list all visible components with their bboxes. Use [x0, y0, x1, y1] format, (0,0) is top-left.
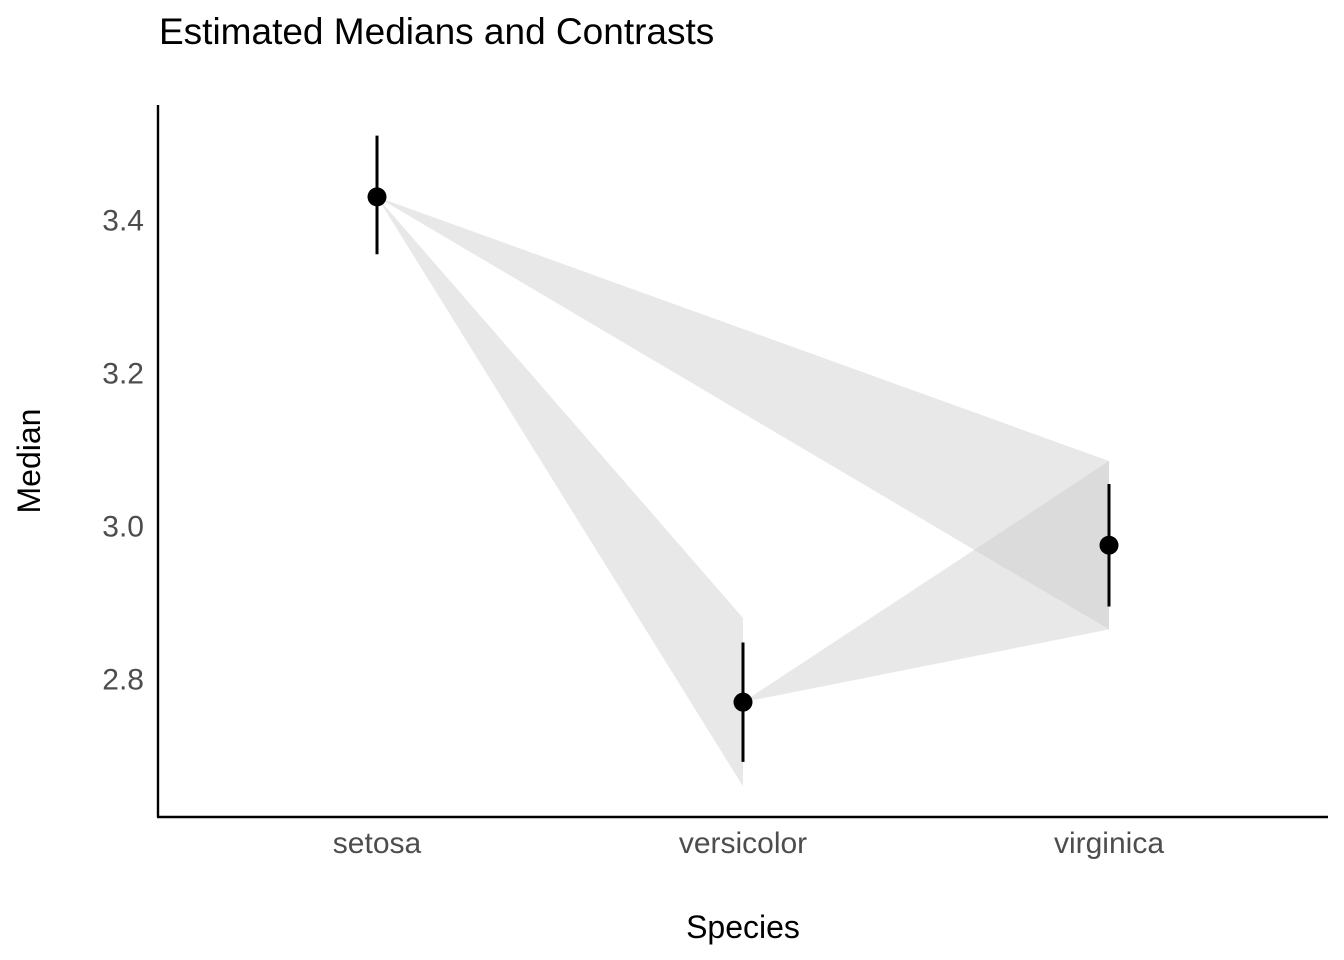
x-axis-ticks: setosa versicolor virginica	[333, 827, 1165, 860]
x-tick-label-virginica: virginica	[1054, 827, 1164, 860]
x-tick-label-setosa: setosa	[333, 827, 422, 860]
contrast-band-setosa-virginica	[377, 196, 1109, 630]
y-axis-title: Median	[11, 409, 47, 514]
chart-title: Estimated Medians and Contrasts	[159, 11, 714, 52]
x-axis-title: Species	[686, 909, 800, 945]
x-tick-label-versicolor: versicolor	[679, 827, 807, 860]
y-tick-label: 2.8	[102, 664, 144, 697]
y-tick-label: 3.0	[102, 511, 144, 544]
y-tick-label: 3.4	[102, 204, 144, 237]
median-point-versicolor	[733, 692, 753, 712]
contrast-band-setosa-versicolor	[377, 196, 743, 787]
contrast-band-versicolor-virginica	[743, 461, 1109, 703]
median-point-setosa	[367, 187, 387, 207]
y-tick-label: 3.2	[102, 357, 144, 390]
median-point-virginica	[1099, 535, 1119, 555]
contrast-bands	[377, 196, 1109, 787]
y-axis-ticks: 2.8 3.0 3.2 3.4	[102, 204, 144, 696]
median-estimates	[367, 135, 1119, 762]
